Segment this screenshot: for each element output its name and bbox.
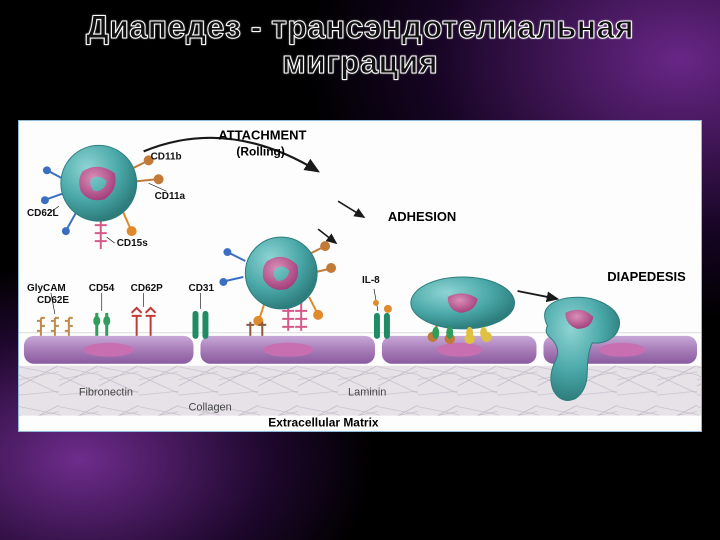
- laminin-label: Laminin: [348, 387, 386, 399]
- junction2: [374, 313, 390, 339]
- cd31-receptors: [192, 311, 208, 339]
- ecm-title: Extracellular Matrix: [268, 416, 379, 430]
- arrow-small-1: [318, 229, 336, 243]
- cd62p-label: CD62P: [131, 283, 163, 294]
- il8: [373, 289, 392, 313]
- il8-label: IL-8: [362, 275, 380, 286]
- fibronectin-label: Fibronectin: [79, 387, 133, 399]
- cd54-receptors: [93, 313, 110, 336]
- glycam-label: GlyCAM: [27, 283, 66, 294]
- cd31-label: CD31: [189, 283, 215, 294]
- arrow-small-2: [338, 201, 364, 217]
- diagram: Fibronectin Collagen Laminin Extracellul…: [18, 120, 702, 432]
- title-line-1: Диапедез - трансэндотелиальная: [86, 9, 634, 45]
- diagram-svg: Fibronectin Collagen Laminin Extracellul…: [19, 121, 701, 431]
- cd15s-label: CD15s: [117, 238, 148, 249]
- arrow-to-diapedesis: [518, 291, 558, 299]
- attachment-label: ATTACHMENT: [218, 127, 306, 142]
- cd54-label: CD54: [89, 283, 115, 294]
- adhesion-label: ADHESION: [388, 209, 456, 224]
- cd62p-receptors: [132, 308, 156, 336]
- collagen-label: Collagen: [189, 402, 232, 414]
- rolling-label: (Rolling): [236, 144, 284, 158]
- slide: Диапедез - трансэндотелиальная миграция: [0, 0, 720, 540]
- cd11a-label: CD11a: [155, 191, 186, 202]
- diapedesis-label: DIAPEDESIS: [607, 269, 686, 284]
- leukocyte-attached: [220, 237, 335, 331]
- leukocyte-rolling: [42, 145, 163, 249]
- slide-title: Диапедез - трансэндотелиальная миграция: [0, 10, 720, 80]
- cd11b-label: CD11b: [151, 151, 182, 162]
- title-line-2: миграция: [282, 44, 438, 80]
